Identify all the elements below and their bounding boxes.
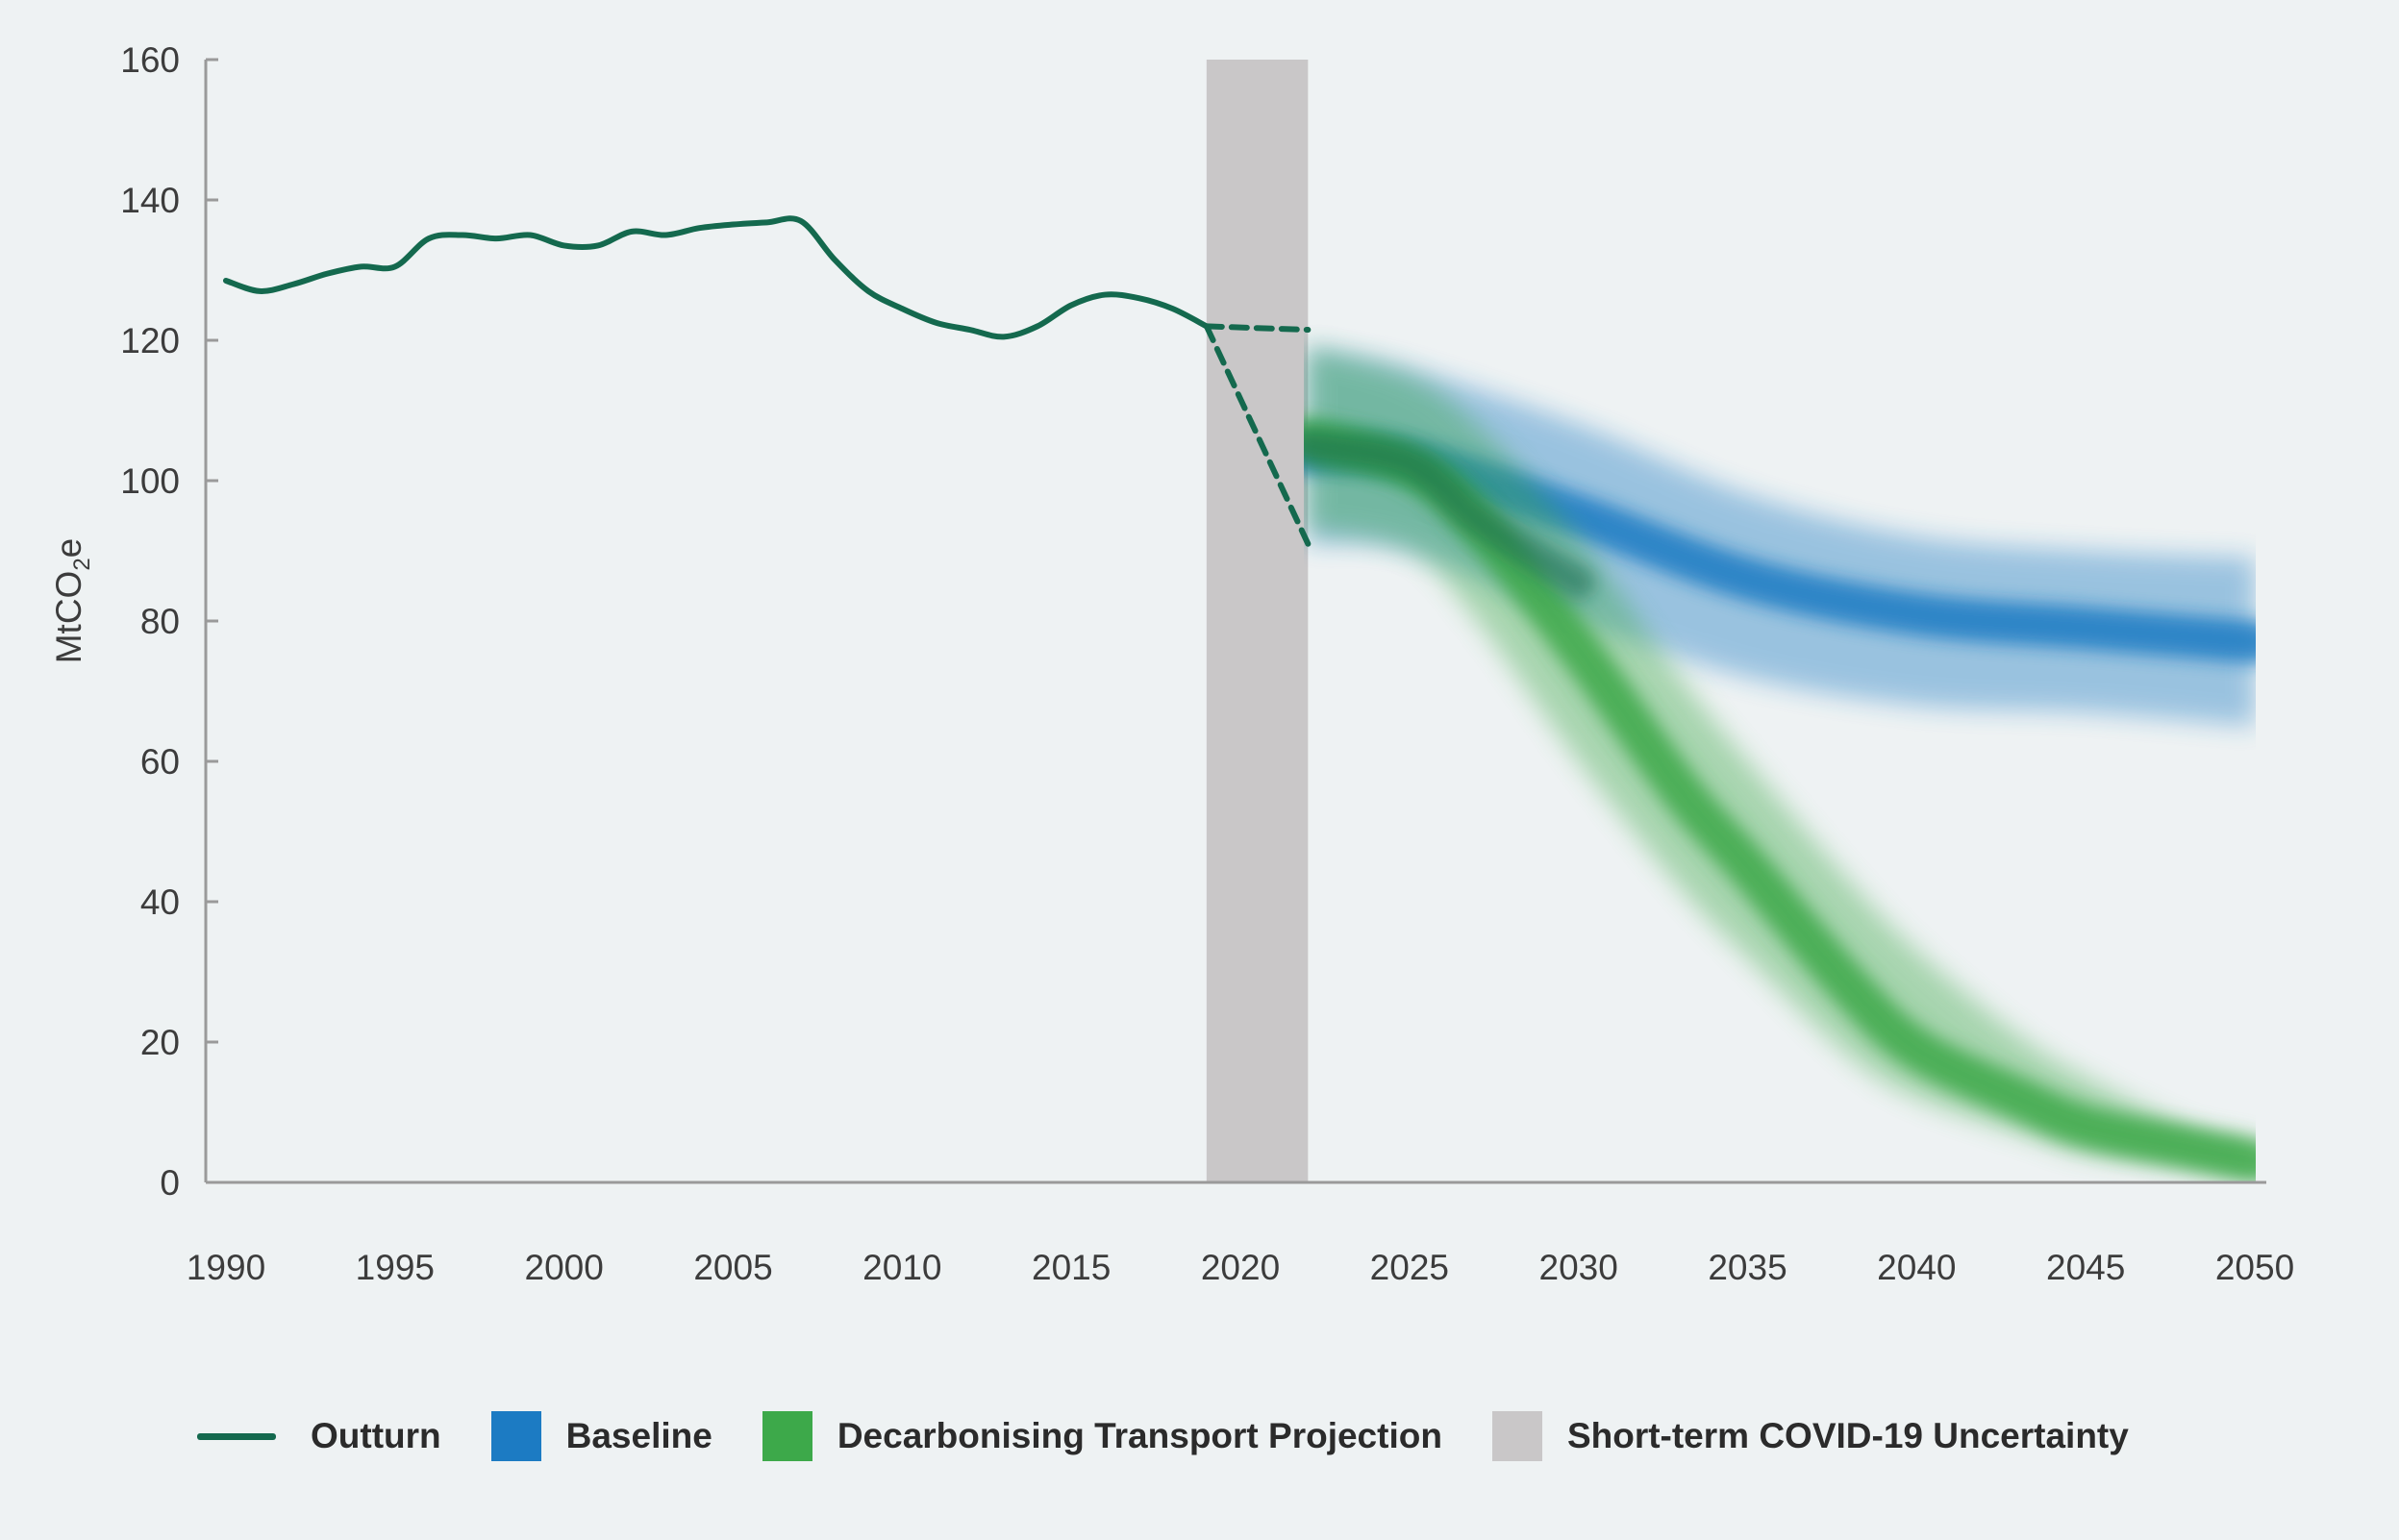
legend-swatch-outturn	[197, 1432, 276, 1440]
y-tick-label-60: 60	[140, 742, 180, 782]
x-tick-label-2000: 2000	[525, 1248, 604, 1287]
dashed-projection-line-1	[1203, 323, 1312, 334]
projection-overlap	[1304, 429, 1595, 599]
x-tick-label-1995: 1995	[356, 1248, 435, 1287]
outturn-line	[223, 215, 1210, 340]
x-tick-label-2025: 2025	[1370, 1248, 1449, 1287]
legend-label-baseline: Baseline	[565, 1416, 712, 1455]
legend-item-outturn: Outturn	[197, 1416, 441, 1456]
x-tick-label-2035: 2035	[1708, 1248, 1787, 1287]
y-tick-label-160: 160	[120, 40, 180, 80]
y-tick-label-20: 20	[140, 1023, 180, 1062]
x-tick-label-2005: 2005	[693, 1248, 772, 1287]
x-tick-label-2050: 2050	[2215, 1248, 2294, 1287]
y-axis-label: MtCO2e	[49, 538, 95, 664]
legend-label-outturn: Outturn	[311, 1416, 441, 1455]
legend-swatch-baseline	[490, 1411, 541, 1461]
legend-swatch-covid	[1491, 1411, 1542, 1461]
y-tick-label-140: 140	[120, 181, 180, 220]
dashed-projection-line-2	[1203, 323, 1312, 547]
covid-uncertainty-band	[1206, 60, 1309, 1182]
y-tick-label-100: 100	[120, 461, 180, 501]
y-axis-label-tail: e	[49, 538, 88, 559]
x-tick-label-2045: 2045	[2046, 1248, 2125, 1287]
legend-item-covid: Short-term COVID-19 Uncertainty	[1491, 1411, 2129, 1461]
y-axis-label-main: MtCO	[49, 571, 88, 664]
y-tick-label-80: 80	[140, 602, 180, 641]
legend-label-decarbonising: Decarbonising Transport Projection	[837, 1416, 1442, 1455]
legend: Outturn Baseline Decarbonising Transport…	[197, 1411, 2179, 1461]
legend-swatch-decarbonising	[762, 1411, 812, 1461]
x-tick-label-1990: 1990	[187, 1248, 265, 1287]
y-tick-label-120: 120	[120, 321, 180, 360]
x-tick-label-2010: 2010	[862, 1248, 941, 1287]
legend-item-decarbonising: Decarbonising Transport Projection	[762, 1411, 1442, 1461]
x-tick-label-2030: 2030	[1539, 1248, 1618, 1287]
x-tick-label-2040: 2040	[1877, 1248, 1956, 1287]
x-tick-label-2015: 2015	[1032, 1248, 1111, 1287]
legend-item-baseline: Baseline	[490, 1411, 712, 1461]
y-tick-label-40: 40	[140, 882, 180, 922]
legend-label-covid: Short-term COVID-19 Uncertainty	[1566, 1416, 2129, 1455]
y-axis-label-sub: 2	[69, 558, 95, 570]
y-tick-label-0: 0	[160, 1163, 180, 1203]
x-tick-label-2020: 2020	[1201, 1248, 1280, 1287]
